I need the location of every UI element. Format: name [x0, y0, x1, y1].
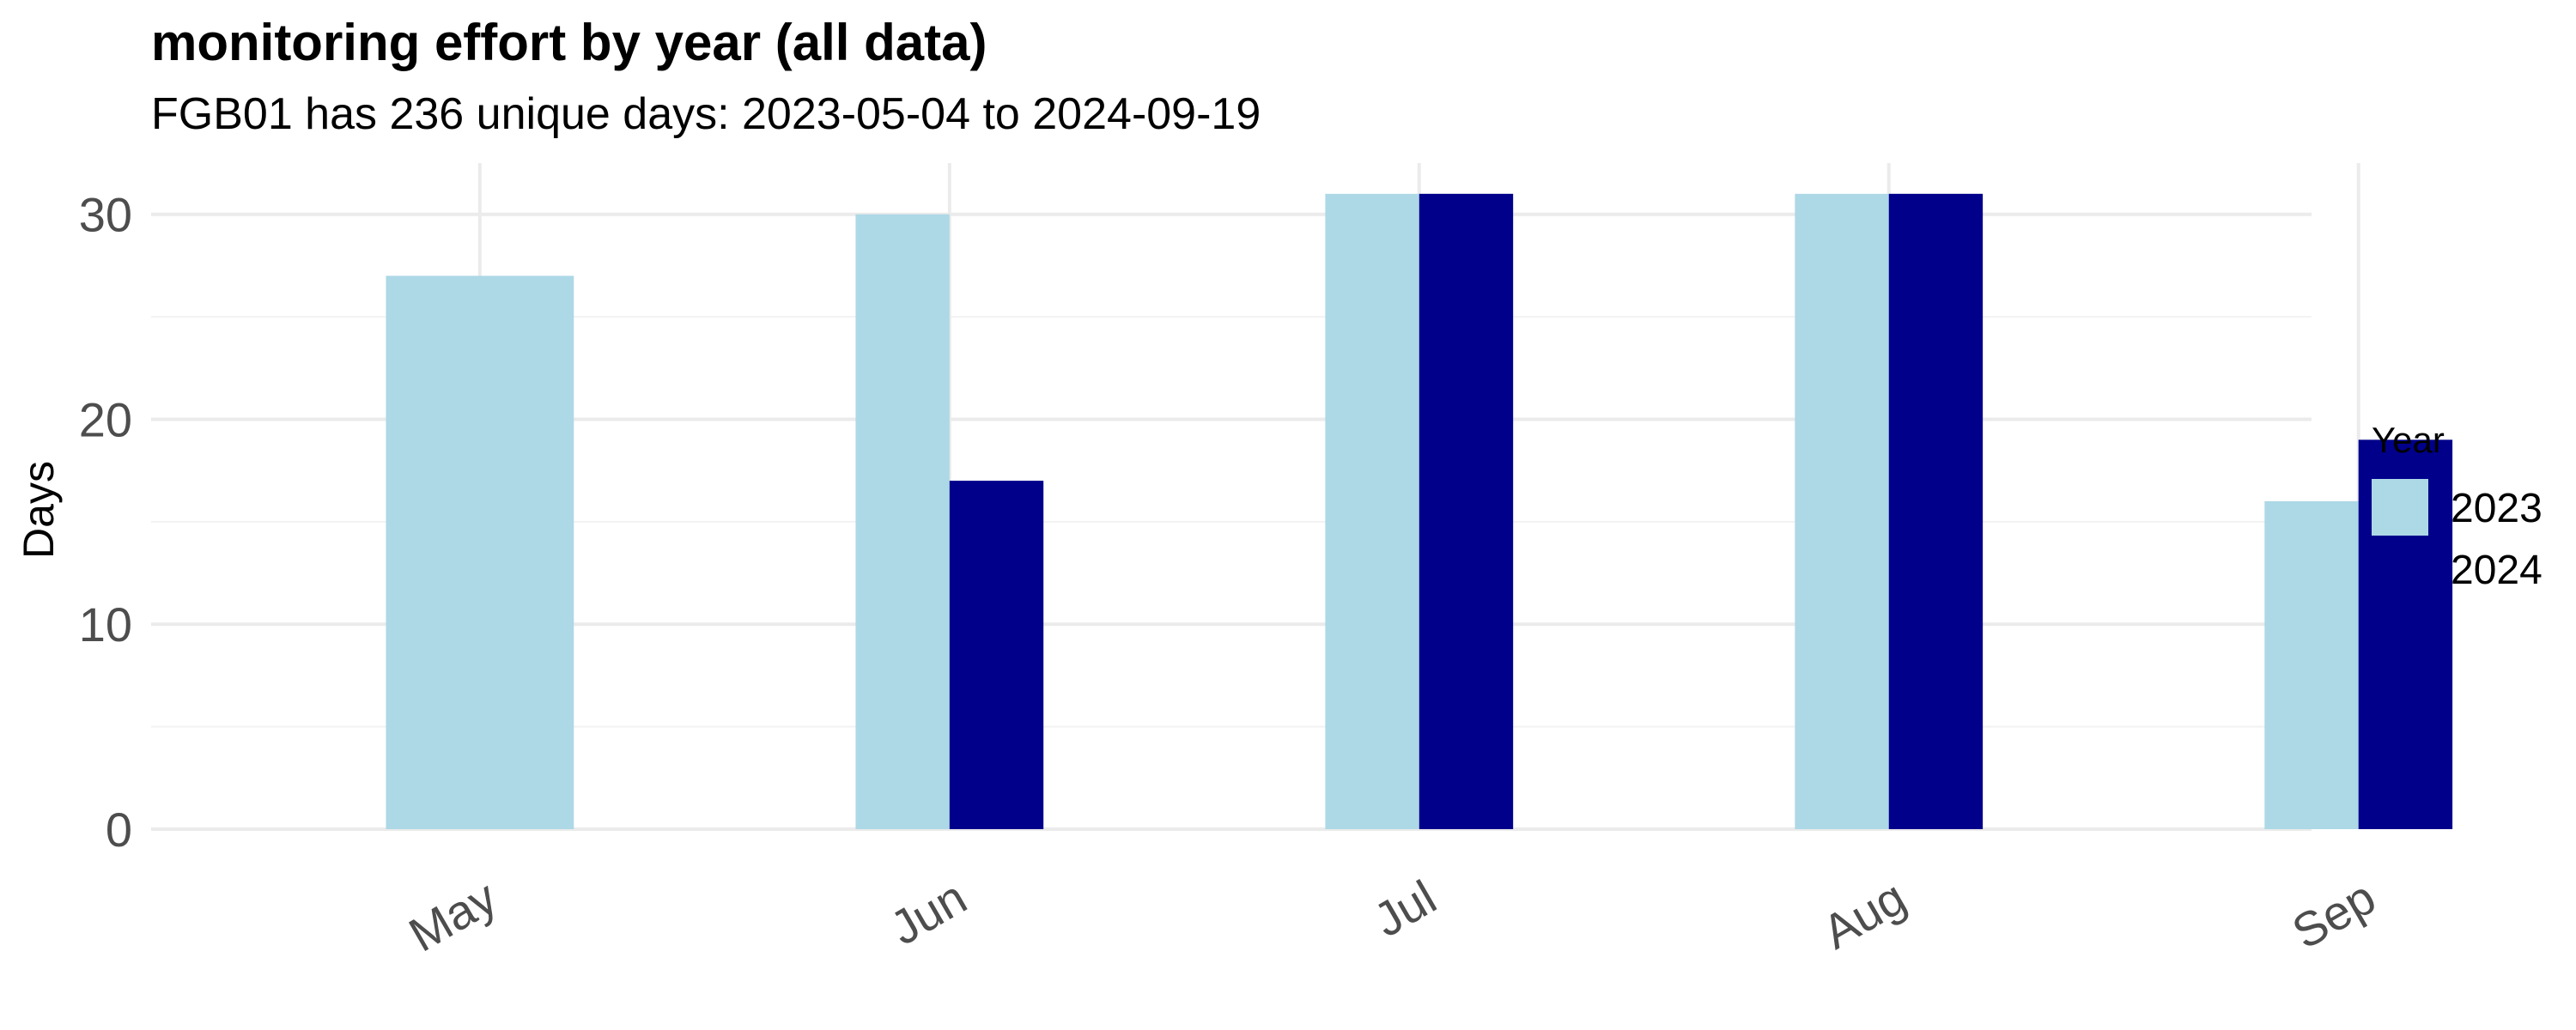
x-tick-label: Jun: [881, 869, 975, 955]
bar-jul-2023: [1325, 193, 1419, 830]
bar-jun-2024: [949, 481, 1044, 829]
y-tick-label: 10: [79, 597, 132, 651]
bar-aug-2024: [1888, 193, 1984, 830]
bar-sep-2023: [2264, 500, 2359, 829]
legend: Year 2023 2024: [2372, 420, 2543, 597]
bar-jun-2023: [855, 214, 950, 829]
legend-key-2024: [2372, 541, 2428, 597]
legend-label-2023: 2023: [2451, 486, 2543, 531]
y-axis-title: Days: [15, 461, 63, 559]
x-tick-label: Aug: [1814, 869, 1915, 959]
bar-jul-2024: [1419, 193, 1514, 830]
y-tick-label: 0: [106, 803, 132, 857]
legend-label-2024: 2024: [2451, 548, 2543, 593]
y-tick-label: 20: [79, 392, 132, 446]
x-tick-label: Sep: [2283, 869, 2385, 959]
legend-title: Year: [2372, 420, 2445, 460]
bars: [386, 193, 2453, 830]
y-tick-label: 30: [79, 188, 132, 242]
bar-aug-2023: [1795, 193, 1889, 830]
bar-may-2023: [386, 276, 574, 829]
chart-title: monitoring effort by year (all data): [151, 14, 987, 71]
legend-key-2023: [2372, 479, 2428, 536]
chart-subtitle: FGB01 has 236 unique days: 2023-05-04 to…: [151, 89, 1261, 139]
x-tick-label: Jul: [1364, 869, 1445, 947]
x-tick-label: May: [400, 869, 506, 961]
